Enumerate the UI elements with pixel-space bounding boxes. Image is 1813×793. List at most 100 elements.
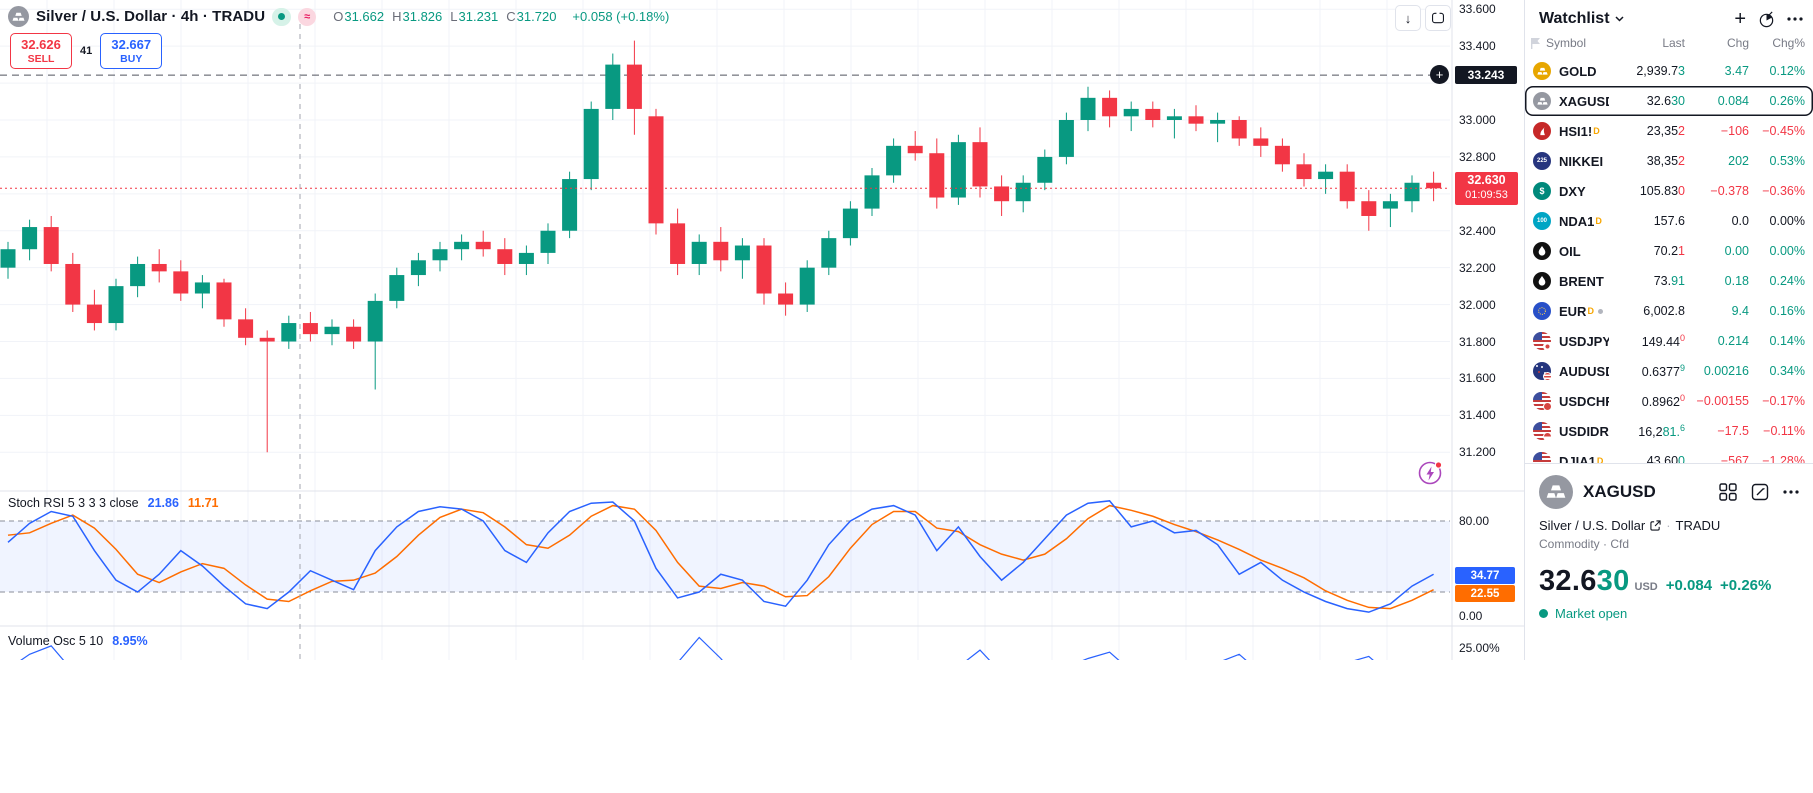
watchlist-row-eur[interactable]: EUR D 6,002.8 9.4 0.16% xyxy=(1525,296,1813,326)
col-chg[interactable]: Chg xyxy=(1726,36,1749,50)
detail-broker: TRADU xyxy=(1675,518,1721,533)
chart-region: Silver / U.S. Dollar · 4h · TRADU ≈ O31.… xyxy=(0,0,1524,660)
watchlist-row-xagusd[interactable]: XAGUSD 32.630 0.084 0.26% xyxy=(1525,86,1813,116)
symbol-name: NDA1 xyxy=(1559,213,1595,229)
watchlist-row-nikkei[interactable]: 225 NIKKEI 38,352 202 0.53% xyxy=(1525,146,1813,176)
last-price-label: 32.630 01:09:53 xyxy=(1455,172,1518,205)
watchlist-row-audusd[interactable]: AUDUSD 0.63779 0.00216 0.34% xyxy=(1525,356,1813,386)
chevron-down-icon xyxy=(1615,16,1624,22)
price-tick: 33.600 xyxy=(1459,2,1496,17)
gold-logo-icon xyxy=(1533,62,1551,80)
detail-price-row: 32.630 USD +0.084 +0.26% xyxy=(1539,565,1799,598)
change-percent: 0.34% xyxy=(1769,364,1805,378)
change-value: 0.084 xyxy=(1717,94,1749,108)
symbol-name: HSI1! xyxy=(1559,123,1593,139)
watchlist-actions: + xyxy=(1734,8,1803,30)
watchlist-row-oil[interactable]: OIL 70.21 0.00 0.00% xyxy=(1525,236,1813,266)
detail-symbol-logo xyxy=(1539,475,1573,509)
stoch-k-value: 21.86 xyxy=(147,496,179,510)
last-price: 16,281.6 xyxy=(1638,422,1685,440)
alert-add-icon[interactable]: + xyxy=(1430,65,1449,84)
watchlist-row-usdjpy[interactable]: USDJPY 149.440 0.214 0.14% xyxy=(1525,326,1813,356)
change-percent: 0.14% xyxy=(1769,334,1805,348)
volume-osc-value: 8.95% xyxy=(112,634,148,648)
scroll-to-recent-icon[interactable]: ↓ xyxy=(1395,5,1421,31)
usdchf-logo-icon xyxy=(1533,392,1552,411)
watchlist-column-headers: Symbol Last Chg Chg% xyxy=(1525,34,1813,56)
col-chg-pct[interactable]: Chg% xyxy=(1772,36,1805,50)
col-last[interactable]: Last xyxy=(1662,36,1685,50)
detail-more-icon[interactable] xyxy=(1783,490,1799,494)
detail-change-pct: +0.26% xyxy=(1720,577,1772,594)
chart-header: Silver / U.S. Dollar · 4h · TRADU ≈ O31.… xyxy=(8,6,669,27)
watchlist-row-djia1[interactable]: DJIA1 D 43,600 −567 −1.28% xyxy=(1525,446,1813,463)
price-chart-canvas[interactable] xyxy=(0,0,1524,660)
watchlist-row-nda1[interactable]: 100 NDA1 D 157.6 0.0 0.00% xyxy=(1525,206,1813,236)
alert-price-label[interactable]: 33.243 xyxy=(1455,66,1517,84)
stoch-rsi-title[interactable]: Stoch RSI 5 3 3 3 close xyxy=(8,496,139,510)
nikkei-logo-icon: 225 xyxy=(1533,152,1551,170)
ohlc-change: +0.058 (+0.18%) xyxy=(572,9,670,24)
detail-pair-name[interactable]: Silver / U.S. Dollar xyxy=(1539,518,1646,533)
watchlist-row-brent[interactable]: BRENT 73.91 0.18 0.24% xyxy=(1525,266,1813,296)
watchlist-row-usdchf[interactable]: USDCHF 0.89620 −0.00155 −0.17% xyxy=(1525,386,1813,416)
last-price: 2,939.73 xyxy=(1636,64,1685,78)
last-price: 6,002.8 xyxy=(1643,304,1685,318)
lightning-fab[interactable] xyxy=(1417,458,1445,486)
symbol-name: OIL xyxy=(1559,243,1581,259)
external-link-icon[interactable] xyxy=(1650,520,1661,531)
price-tick: 32.200 xyxy=(1459,260,1496,275)
sparkline-pill[interactable]: ≈ xyxy=(298,7,317,26)
usdidr-logo-icon xyxy=(1533,422,1552,441)
symbol-name: EUR xyxy=(1559,303,1587,319)
watchlist-row-hsi1![interactable]: HSI1! D 23,352 −106 −0.45% xyxy=(1525,116,1813,146)
market-status-pill[interactable] xyxy=(272,7,292,26)
symbol-title[interactable]: Silver / U.S. Dollar · 4h · TRADU xyxy=(36,8,266,25)
buy-button[interactable]: 32.667 BUY xyxy=(100,33,163,69)
price-tick: 32.400 xyxy=(1459,223,1496,238)
volume-osc-title[interactable]: Volume Osc 5 10 xyxy=(8,634,104,648)
watchlist-more-icon[interactable] xyxy=(1787,17,1803,21)
watchlist-row-dxy[interactable]: $ DXY 105.830 −0.378 −0.36% xyxy=(1525,176,1813,206)
symbol-name: AUDUSD xyxy=(1559,363,1609,379)
add-symbol-icon[interactable]: + xyxy=(1734,8,1746,30)
bar-countdown: 01:09:53 xyxy=(1465,189,1508,201)
performance-pie-icon[interactable] xyxy=(1758,11,1775,28)
change-value: 0.18 xyxy=(1724,274,1749,288)
symbol-name: DJIA1 xyxy=(1559,453,1596,464)
grid-view-icon[interactable] xyxy=(1719,483,1737,501)
price-tick: 33.000 xyxy=(1459,112,1496,127)
watchlist-row-gold[interactable]: GOLD 2,939.73 3.47 0.12% xyxy=(1525,56,1813,86)
change-value: −0.378 xyxy=(1710,184,1749,198)
compose-note-icon[interactable] xyxy=(1751,483,1769,501)
change-percent: 0.00% xyxy=(1769,244,1805,258)
stoch-k-axis-label: 34.77 xyxy=(1455,567,1515,584)
watchlist-title-dropdown[interactable]: Watchlist xyxy=(1539,10,1624,28)
watchlist-row-usdidr[interactable]: USDIDR 16,281.6 −17.5 −0.11% xyxy=(1525,416,1813,446)
change-value: −17.5 xyxy=(1717,424,1749,438)
detail-price-main: 32.6 xyxy=(1539,565,1597,597)
watchlist-header: Watchlist + xyxy=(1525,0,1813,34)
change-percent: −0.17% xyxy=(1762,394,1805,408)
change-value: 0.00 xyxy=(1724,244,1749,258)
stoch-d-value: 11.71 xyxy=(187,496,219,510)
audusd-logo-icon xyxy=(1533,362,1552,381)
change-percent: −0.45% xyxy=(1762,124,1805,138)
watchlist-rows: GOLD 2,939.73 3.47 0.12% XAGUSD 32.630 0.084 0.… xyxy=(1525,56,1813,463)
sell-button[interactable]: 32.626 SELL xyxy=(10,33,72,69)
flag-column-icon[interactable] xyxy=(1531,37,1540,49)
stoch-tick: 80.00 xyxy=(1459,513,1490,528)
delayed-data-badge: D xyxy=(1596,456,1604,463)
delayed-data-badge: D xyxy=(1593,126,1600,136)
col-symbol[interactable]: Symbol xyxy=(1546,36,1587,50)
fullscreen-icon[interactable] xyxy=(1425,5,1451,31)
price-tick: 31.400 xyxy=(1459,408,1496,423)
change-value: 0.00216 xyxy=(1703,364,1749,378)
hsi1!-logo-icon xyxy=(1533,122,1551,140)
symbol-name: NIKKEI xyxy=(1559,153,1604,169)
nda1-logo-icon: 100 xyxy=(1533,212,1551,230)
detail-symbol-name[interactable]: XAGUSD xyxy=(1583,482,1656,501)
price-axis[interactable]: 33.600 33.400 33.000 32.800 32.400 32.200 32.0… xyxy=(1452,0,1524,660)
last-price: 23,352 xyxy=(1646,124,1685,138)
delayed-data-badge: D xyxy=(1595,216,1602,226)
